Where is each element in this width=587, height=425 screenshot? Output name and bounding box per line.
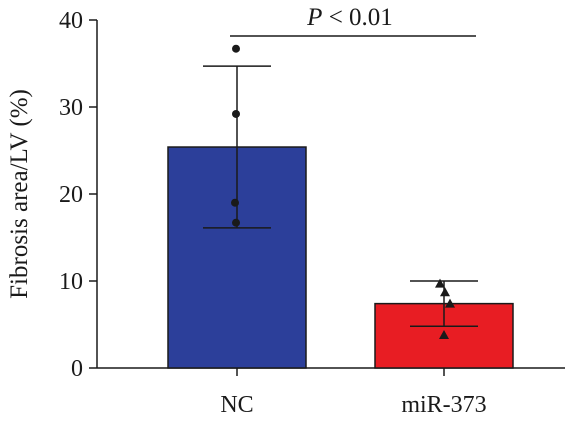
- data-point-circle: [231, 198, 239, 207]
- significance-annotation: P < 0.01: [230, 4, 476, 37]
- p-symbol: P: [306, 4, 322, 31]
- x-tick-label: NC: [220, 392, 253, 418]
- data-point-circle: [232, 44, 240, 53]
- y-tick-label: 30: [59, 95, 83, 121]
- data-point-circle: [232, 218, 240, 227]
- y-tick-label: 10: [59, 269, 83, 295]
- data-point-circle: [232, 109, 240, 118]
- y-tick-label: 20: [59, 182, 83, 208]
- y-tick-label: 40: [59, 8, 83, 34]
- x-tick-label: miR-373: [401, 392, 486, 418]
- data-point-triangle: [440, 287, 450, 297]
- data-point-triangle: [445, 298, 455, 308]
- bars: [167, 146, 514, 369]
- data-point-triangle: [439, 329, 449, 339]
- p-threshold: < 0.01: [322, 4, 392, 31]
- data-points: [231, 44, 455, 339]
- y-axis-label: Fibrosis area/LV (%): [6, 89, 33, 299]
- p-value-label: P < 0.01: [306, 4, 393, 31]
- data-point-triangle: [435, 278, 445, 288]
- axes: 0 10 20 30 40 NC miR-373: [59, 8, 565, 418]
- y-tick-label: 0: [71, 356, 83, 382]
